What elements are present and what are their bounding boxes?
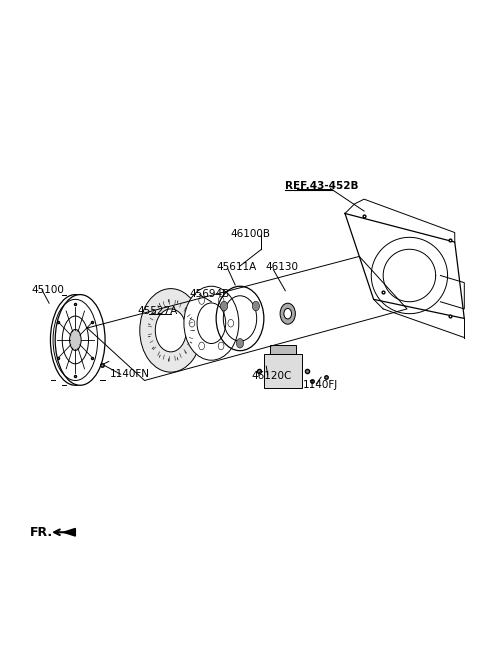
Text: 1140FJ: 1140FJ [303,380,338,390]
Ellipse shape [199,342,204,350]
Text: 46120C: 46120C [252,371,292,380]
Text: 1140FN: 1140FN [110,369,150,379]
Ellipse shape [220,301,228,311]
Text: 45527A: 45527A [137,306,178,316]
Text: 45611A: 45611A [216,262,256,272]
Ellipse shape [55,295,105,385]
Polygon shape [63,529,75,536]
Ellipse shape [237,338,243,348]
Ellipse shape [197,303,226,344]
Text: 45694B: 45694B [190,289,230,298]
Ellipse shape [140,289,202,372]
Ellipse shape [189,319,195,327]
Text: 46100B: 46100B [230,228,270,239]
Ellipse shape [284,308,291,319]
Text: 45100: 45100 [31,285,64,295]
Ellipse shape [252,301,260,311]
Ellipse shape [156,309,186,352]
Polygon shape [270,344,296,354]
Ellipse shape [280,303,295,324]
Ellipse shape [184,286,239,360]
Text: 46130: 46130 [265,262,298,272]
Polygon shape [264,354,302,388]
Ellipse shape [218,297,224,304]
Ellipse shape [199,297,204,304]
Text: REF.43-452B: REF.43-452B [285,181,359,191]
Ellipse shape [70,329,81,350]
Ellipse shape [228,319,234,327]
Ellipse shape [218,342,224,350]
Text: FR.: FR. [30,525,53,539]
